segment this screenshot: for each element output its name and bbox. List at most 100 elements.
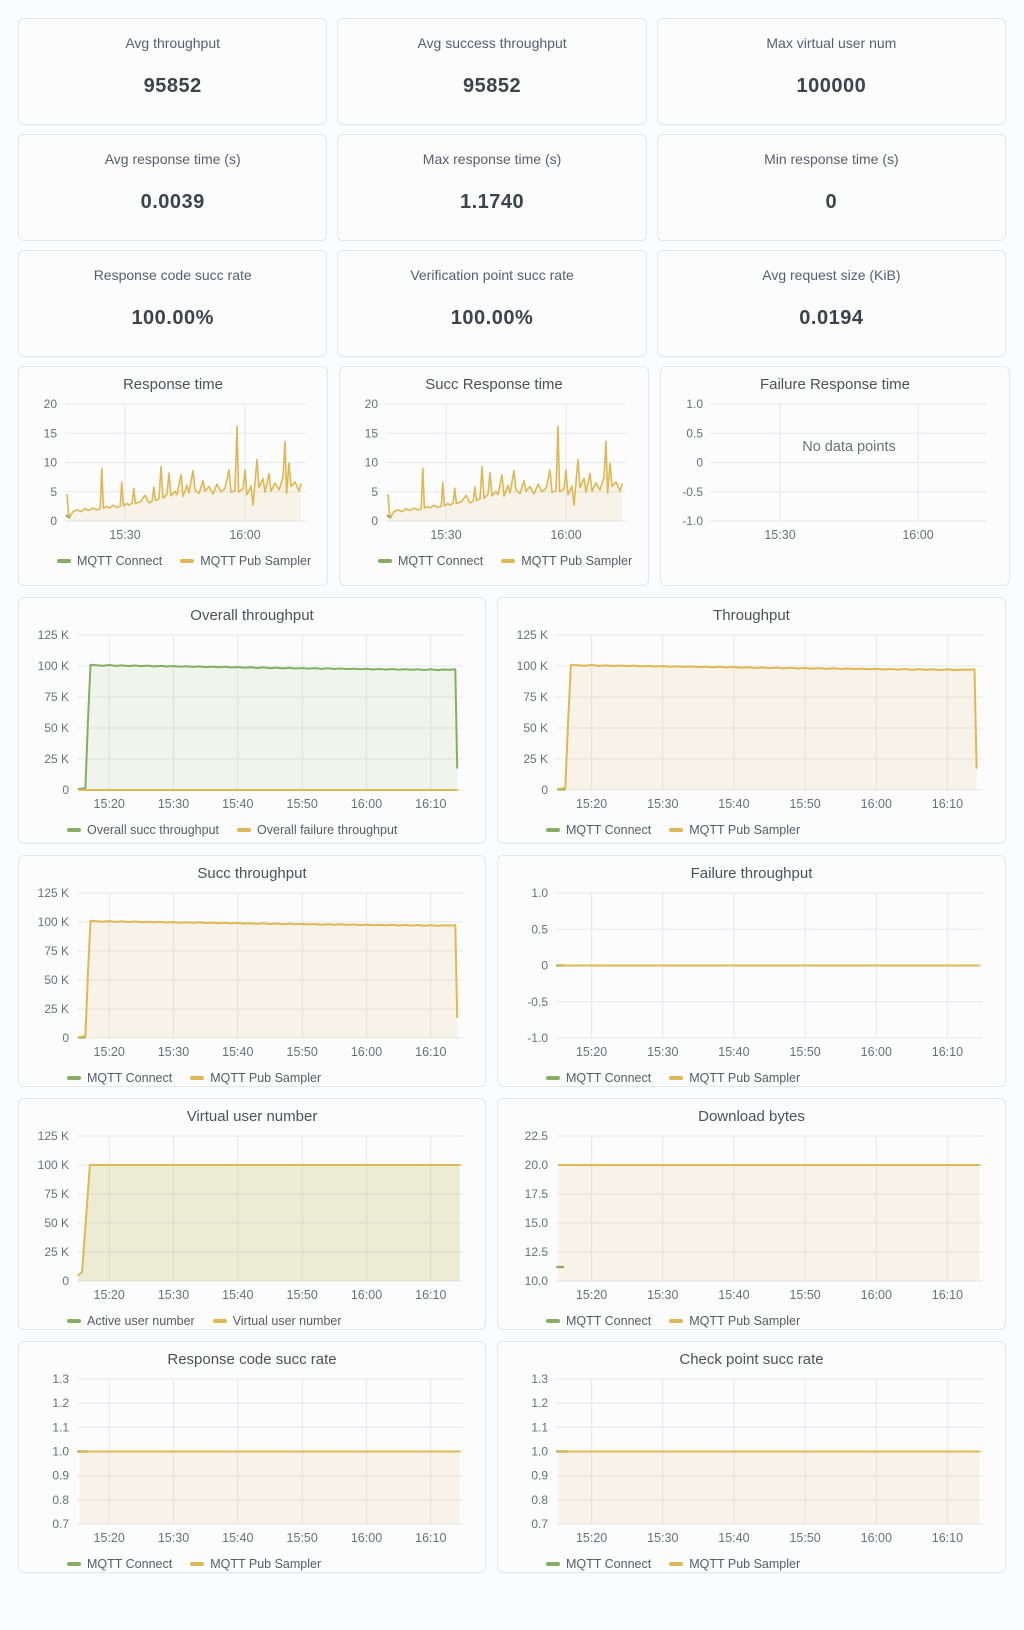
legend-label: MQTT Pub Sampler (200, 554, 312, 568)
stat-value: 100.00% (450, 307, 534, 329)
svg-text:15:20: 15:20 (94, 1288, 125, 1302)
stat-value: 0 (825, 191, 838, 213)
legend-item-active-user-number[interactable]: Active user number (67, 1314, 195, 1328)
svg-text:16:00: 16:00 (861, 1531, 892, 1545)
legend-swatch (669, 1562, 684, 1566)
legend-label: MQTT Connect (566, 823, 652, 837)
svg-text:0: 0 (696, 456, 703, 470)
svg-text:5: 5 (50, 485, 57, 499)
stat-value: 0.0039 (140, 191, 205, 213)
chart-row-3: Succ throughput 0 25 K 50 K 75 K 100 K 125 K 1… (18, 855, 1006, 1087)
svg-text:5: 5 (371, 485, 378, 499)
legend-swatch (546, 1562, 560, 1566)
stat-label: Max response time (s) (422, 151, 562, 167)
chart-title: Virtual user number (186, 1108, 318, 1125)
legend-item-mqtt-pub-sampler[interactable]: MQTT Pub Sampler (669, 823, 800, 837)
svg-text:75 K: 75 K (44, 1187, 69, 1201)
svg-text:16:00: 16:00 (351, 1045, 382, 1059)
legend-item-mqtt-pub-sampler[interactable]: MQTT Pub Sampler (180, 554, 311, 568)
stat-card-response-code-succ-rate: Response code succ rate 100.00% (18, 250, 328, 357)
svg-text:15:30: 15:30 (158, 1531, 189, 1545)
svg-text:16:00: 16:00 (550, 528, 581, 542)
legend-label: MQTT Pub Sampler (689, 823, 801, 837)
svg-text:No data points: No data points (802, 439, 896, 455)
svg-text:15:50: 15:50 (789, 1288, 820, 1302)
legend-label: Virtual user number (232, 1314, 342, 1328)
chart-panel-throughput: Throughput 0 25 K 50 K 75 K 100 K 125 K 15:20 1… (497, 597, 1006, 844)
svg-text:100 K: 100 K (517, 659, 548, 673)
legend-item-mqtt-pub-sampler[interactable]: MQTT Pub Sampler (190, 1557, 321, 1571)
svg-text:50 K: 50 K (44, 1216, 69, 1230)
svg-text:15:30: 15:30 (647, 1045, 678, 1059)
svg-text:125 K: 125 K (38, 628, 69, 642)
chart-legend: MQTT Connect MQTT Pub Sampler (27, 1071, 477, 1085)
svg-text:1.2: 1.2 (531, 1396, 548, 1410)
svg-text:15:30: 15:30 (109, 528, 140, 542)
svg-text:12.5: 12.5 (525, 1245, 549, 1259)
stat-card-max-virtual-user-num: Max virtual user num 100000 (656, 18, 1006, 125)
stat-value: 1.1740 (459, 191, 525, 213)
legend-item-mqtt-pub-sampler[interactable]: MQTT Pub Sampler (501, 554, 632, 568)
svg-text:20: 20 (365, 397, 379, 411)
throughput-chart: 0 25 K 50 K 75 K 100 K 125 K 15:20 15:30 15:40 15… (517, 628, 983, 811)
stat-card-min-response-time: Min response time (s) 0 (656, 134, 1006, 241)
svg-text:15:30: 15:30 (647, 797, 678, 811)
svg-text:-1.0: -1.0 (527, 1031, 548, 1045)
chart-panel-succ-throughput: Succ throughput 0 25 K 50 K 75 K 100 K 125 K 1… (18, 855, 486, 1087)
legend-label: MQTT Pub Sampler (210, 1071, 322, 1085)
svg-text:0.7: 0.7 (531, 1517, 548, 1531)
legend-swatch (378, 559, 392, 563)
svg-text:15:20: 15:20 (576, 1288, 607, 1302)
legend-item-overall-succ-throughput[interactable]: Overall succ throughput (67, 823, 219, 837)
legend-swatch (669, 828, 684, 832)
legend-item-mqtt-connect[interactable]: MQTT Connect (546, 1071, 651, 1085)
svg-text:20.0: 20.0 (525, 1158, 549, 1172)
legend-item-mqtt-pub-sampler[interactable]: MQTT Pub Sampler (669, 1557, 800, 1571)
legend-item-mqtt-connect[interactable]: MQTT Connect (67, 1557, 172, 1571)
legend-item-mqtt-connect[interactable]: MQTT Connect (546, 823, 651, 837)
legend-item-mqtt-connect[interactable]: MQTT Connect (378, 554, 483, 568)
svg-text:0: 0 (371, 514, 378, 528)
legend-swatch (57, 559, 71, 563)
svg-text:16:00: 16:00 (902, 528, 933, 542)
stat-label: Response code succ rate (93, 267, 252, 283)
svg-text:15:20: 15:20 (94, 797, 125, 811)
svg-text:15:30: 15:30 (647, 1288, 678, 1302)
svg-text:15:30: 15:30 (158, 1288, 189, 1302)
stat-card-verification-point-succ-rate: Verification point succ rate 100.00% (337, 250, 647, 357)
svg-text:15:30: 15:30 (158, 1045, 189, 1059)
chart-legend: Active user number Virtual user number (27, 1314, 477, 1328)
legend-item-mqtt-pub-sampler[interactable]: MQTT Pub Sampler (669, 1314, 800, 1328)
legend-item-mqtt-connect[interactable]: MQTT Connect (67, 1071, 172, 1085)
svg-text:15:50: 15:50 (287, 797, 318, 811)
chart-row-1: Response time 0 5 10 15 20 15:30 16:00 MQTT Co… (18, 366, 1010, 586)
svg-text:1.1: 1.1 (531, 1420, 548, 1434)
legend-label: Active user number (87, 1314, 195, 1328)
legend-item-overall-failure-throughput[interactable]: Overall failure throughput (237, 823, 397, 837)
svg-text:15: 15 (44, 426, 58, 440)
legend-swatch (190, 1076, 205, 1080)
legend-item-mqtt-pub-sampler[interactable]: MQTT Pub Sampler (669, 1071, 800, 1085)
svg-text:100 K: 100 K (38, 659, 69, 673)
svg-text:0.9: 0.9 (531, 1469, 548, 1483)
chart-legend: MQTT Connect MQTT Pub Sampler (27, 554, 319, 568)
svg-text:15:40: 15:40 (222, 1288, 253, 1302)
legend-item-mqtt-pub-sampler[interactable]: MQTT Pub Sampler (190, 1071, 321, 1085)
chart-title: Failure throughput (690, 865, 813, 882)
chart-legend: MQTT Connect MQTT Pub Sampler (506, 1071, 997, 1085)
svg-text:50 K: 50 K (523, 721, 548, 735)
legend-label: Overall failure throughput (257, 823, 398, 837)
legend-item-mqtt-connect[interactable]: MQTT Connect (546, 1557, 651, 1571)
svg-text:1.2: 1.2 (52, 1396, 69, 1410)
stats-row-2: Avg response time (s) 0.0039 Max respons… (18, 134, 1006, 241)
svg-text:22.5: 22.5 (525, 1129, 549, 1143)
legend-label: MQTT Connect (566, 1071, 652, 1085)
svg-text:15:40: 15:40 (718, 1288, 749, 1302)
legend-item-mqtt-connect[interactable]: MQTT Connect (546, 1314, 651, 1328)
svg-text:1.3: 1.3 (531, 1372, 548, 1386)
legend-item-virtual-user-number[interactable]: Virtual user number (212, 1314, 342, 1328)
stat-value: 95852 (143, 75, 202, 97)
legend-swatch (501, 559, 516, 563)
chart-legend: Overall succ throughput Overall failure t… (27, 823, 477, 837)
legend-item-mqtt-connect[interactable]: MQTT Connect (57, 554, 162, 568)
